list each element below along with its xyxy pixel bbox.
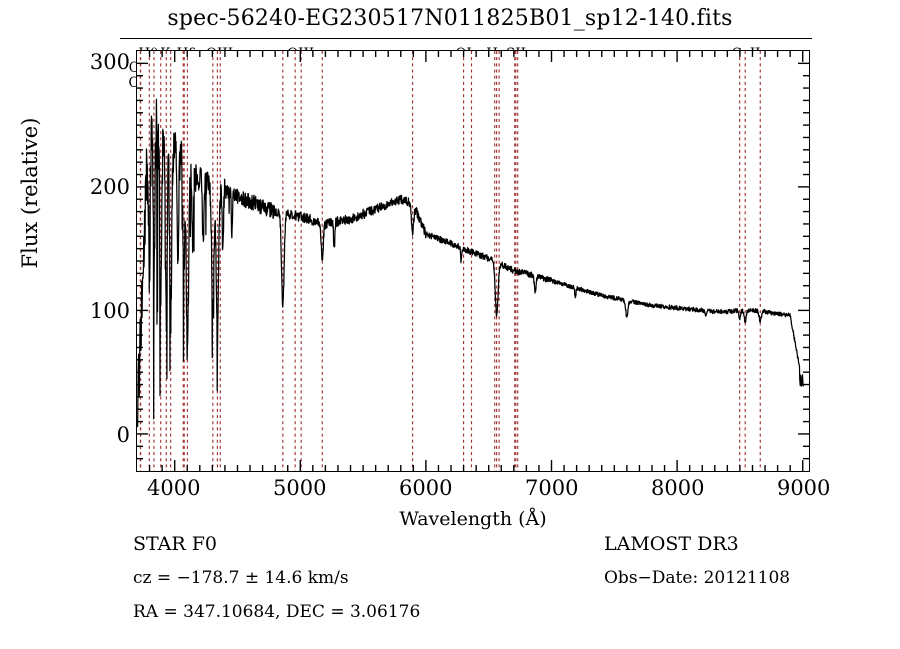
survey-name-text: LAMOST DR3 — [604, 533, 739, 555]
x-tick-label: 9000 — [776, 476, 831, 500]
x-tick-label: 5000 — [273, 476, 327, 500]
redshift-velocity-text: cz = −178.7 ± 14.6 km/s — [133, 568, 349, 588]
y-axis-tick-labels: 0 100 200 300 — [0, 50, 130, 472]
y-tick-label: 200 — [89, 174, 130, 199]
x-tick-label: 6000 — [399, 476, 453, 500]
obs-date-text: Obs−Date: 20121108 — [604, 568, 791, 588]
x-tick-label: 7000 — [525, 476, 579, 500]
coordinates-text: RA = 347.10684, DEC = 3.06176 — [133, 602, 421, 622]
x-tick-label: 4000 — [147, 476, 201, 500]
spectrum-trace — [137, 98, 804, 428]
x-axis-title: Wavelength (Å) — [399, 508, 547, 530]
object-class-text: STAR F0 — [133, 533, 217, 555]
y-tick-label: 0 — [116, 422, 130, 447]
axis-ticks — [137, 51, 809, 471]
x-tick-label: 8000 — [650, 476, 705, 500]
figure-title: spec-56240-EG230517N011825B01_sp12-140.f… — [167, 6, 733, 31]
title-underline — [120, 38, 812, 39]
plot-frame — [136, 50, 810, 472]
y-tick-label: 100 — [89, 298, 130, 323]
y-tick-label: 300 — [89, 50, 130, 75]
x-axis-tick-labels: 4000 5000 6000 7000 8000 9000 — [136, 476, 830, 506]
